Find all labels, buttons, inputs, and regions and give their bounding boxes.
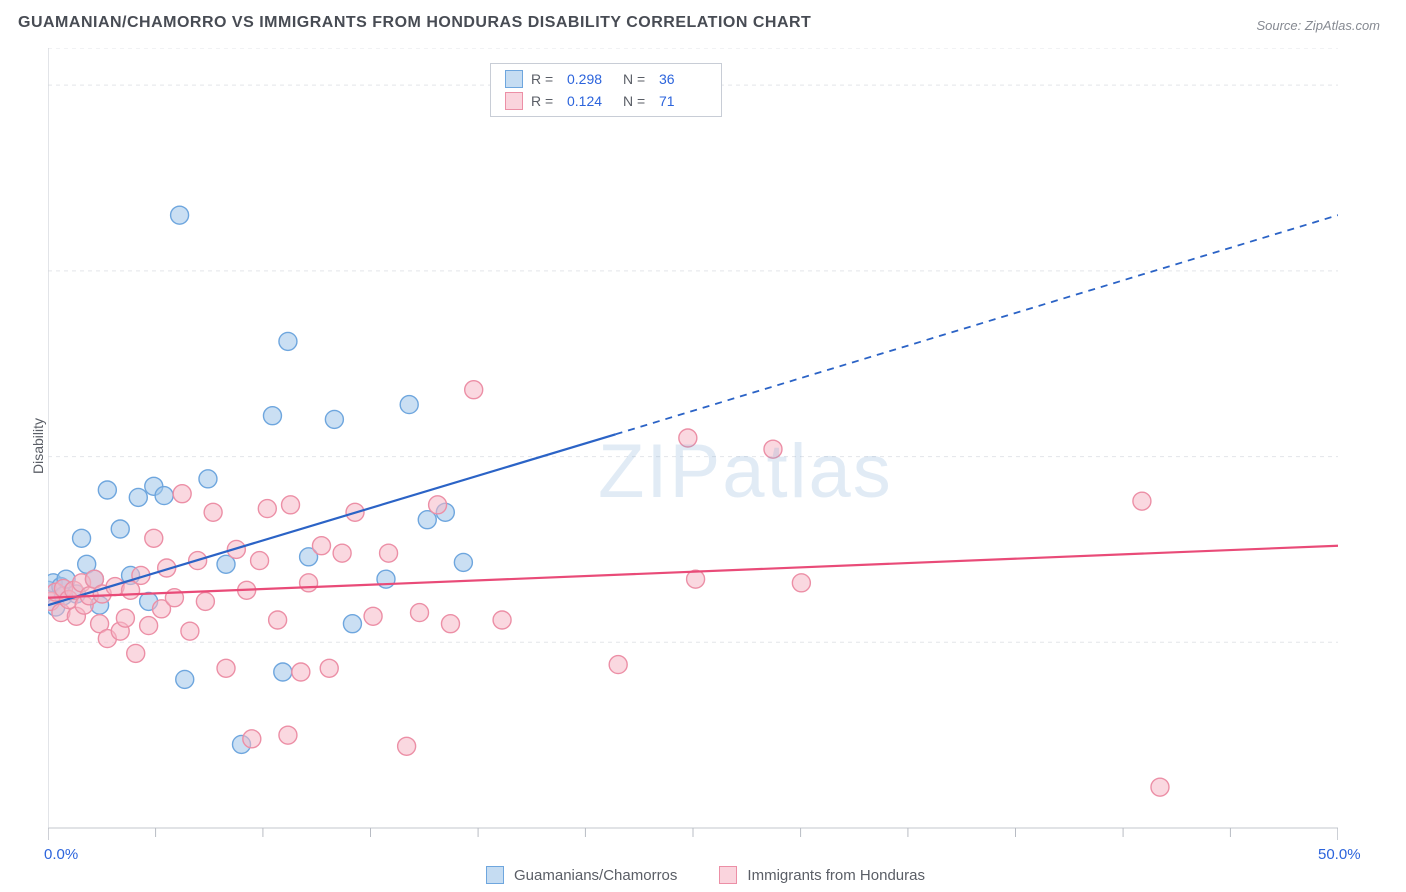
series-label-guamanians: Guamanians/Chamorros [514,867,677,884]
y-axis-label: Disability [30,418,46,474]
legend-n-value-honduras: 71 [659,93,707,109]
x-axis-max-label: 50.0% [1318,846,1361,863]
legend-swatch-guamanians [505,70,523,88]
legend-n-label: N = [623,93,651,109]
legend-r-value-guamanians: 0.298 [567,71,615,87]
legend-r-label: R = [531,71,559,87]
source-attribution: Source: ZipAtlas.com [1256,18,1380,33]
series-swatch-guamanians [486,866,504,884]
legend-r-label: R = [531,93,559,109]
legend-row-honduras: R = 0.124 N = 71 [491,90,721,112]
series-legend-item-honduras: Immigrants from Honduras [719,866,925,884]
legend-swatch-honduras [505,92,523,110]
scatter-chart: 10.0%20.0%30.0%40.0% ZIPatlas R =0.298N … [48,48,1338,828]
legend-r-value-honduras: 0.124 [567,93,615,109]
x-axis-min-label: 0.0% [44,846,78,863]
series-legend: Guamanians/Chamorros Immigrants from Hond… [486,866,925,884]
chart-canvas: 10.0%20.0%30.0%40.0% [48,48,1338,888]
series-legend-item-guamanians: Guamanians/Chamorros [486,866,677,884]
correlation-legend: R = 0.298 N = 36 R = 0.124 N = 71 [490,63,722,117]
legend-row-guamanians: R = 0.298 N = 36 [491,68,721,90]
series-label-honduras: Immigrants from Honduras [747,867,925,884]
legend-n-label: N = [623,71,651,87]
series-swatch-honduras [719,866,737,884]
legend-n-value-guamanians: 36 [659,71,707,87]
chart-title: GUAMANIAN/CHAMORRO VS IMMIGRANTS FROM HO… [18,14,811,32]
